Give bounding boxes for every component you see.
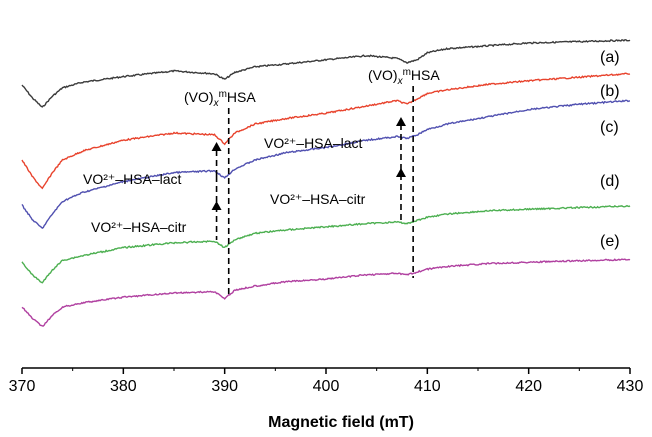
- series-label-a: (a): [600, 49, 620, 66]
- annotation-group: (VO)xmHSA (VO)xmHSA VO²⁺–HSA–lact VO²⁺–HSA–…: [83, 67, 440, 235]
- x-axis: 370 380 390 400 410 420 430: [9, 367, 644, 395]
- arrowhead-407-citr: [395, 168, 406, 177]
- spectrum-line-d: [21, 204, 631, 284]
- marker-lines-group: [211, 86, 414, 298]
- spectrum-line-a: [21, 39, 631, 108]
- x-axis-title: Magnetic field (mT): [268, 414, 414, 431]
- x-tick-label-410: 410: [414, 378, 441, 395]
- x-tick-label-400: 400: [313, 378, 340, 395]
- x-tick-label-420: 420: [515, 378, 542, 395]
- arrowhead-389-lact: [211, 142, 222, 151]
- annotation-lact-389: VO²⁺–HSA–lact: [83, 171, 182, 187]
- spectrum-line-b: [21, 72, 631, 190]
- annotation-citr-389: VO²⁺–HSA–citr: [91, 219, 187, 235]
- series-label-c: (c): [600, 119, 619, 136]
- annotation-voxhsa-390: (VO)xmHSA: [184, 89, 256, 109]
- x-tick-label-380: 380: [110, 378, 137, 395]
- annotation-lact-407: VO²⁺–HSA–lact: [264, 135, 363, 151]
- x-tick-label-430: 430: [617, 378, 644, 395]
- arrowhead-389-citr: [211, 201, 222, 210]
- spectrum-line-e: [21, 258, 631, 327]
- annotation-voxhsa-408: (VO)xmHSA: [368, 67, 440, 87]
- spectra-group: (a) (b) (c) (d) (e): [21, 39, 631, 327]
- x-tick-label-370: 370: [9, 378, 36, 395]
- series-label-e: (e): [600, 233, 620, 250]
- series-label-d: (d): [600, 173, 620, 190]
- spectrum-line-c: [21, 99, 631, 229]
- x-tick-label-390: 390: [211, 378, 238, 395]
- series-label-b: (b): [600, 83, 620, 100]
- arrowhead-407-lact: [395, 117, 406, 126]
- annotation-citr-407: VO²⁺–HSA–citr: [270, 191, 366, 207]
